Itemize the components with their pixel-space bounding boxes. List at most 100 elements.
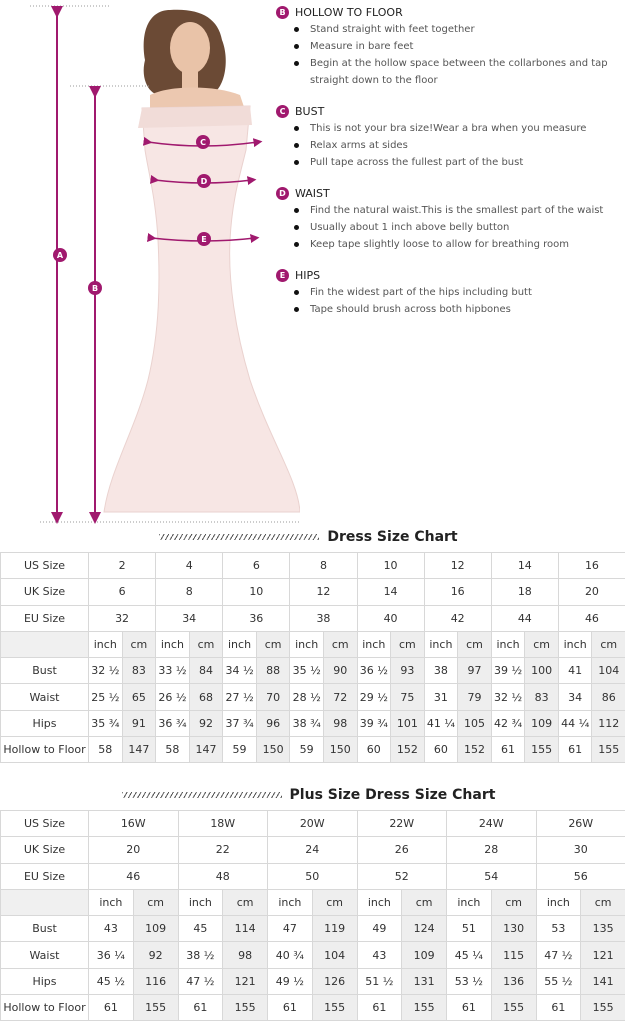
cm-value: 93 <box>390 657 425 685</box>
inch-value: 40 ¾ <box>267 941 313 969</box>
size-cell: 40 <box>356 604 425 632</box>
cm-value: 155 <box>580 994 625 1022</box>
size-cell: 24 <box>267 836 358 864</box>
section-title: BUST <box>295 105 325 118</box>
size-cell: 6 <box>87 578 157 606</box>
cm-value: 104 <box>311 941 358 969</box>
inch-value: 61 <box>177 994 224 1022</box>
size-cell: 18W <box>177 809 268 838</box>
cm-value: 84 <box>188 657 224 685</box>
marker-e: E <box>201 235 206 244</box>
size-cell: 38 <box>289 604 358 632</box>
inch-value: 38 ¾ <box>289 709 324 738</box>
size-cell: 28 <box>446 836 537 864</box>
inch-value: 44 ¼ <box>557 709 593 738</box>
row-label: US Size <box>0 809 89 838</box>
cm-value: 155 <box>222 994 268 1022</box>
measure-row: Hips 45 ½ 116 47 ½ 121 49 ½ 126 51 ½ 131 53 ½ 136 5… <box>0 967 625 996</box>
size-cell: 30 <box>535 836 625 864</box>
cm-value: 91 <box>121 709 157 738</box>
cm-value: 150 <box>322 736 358 764</box>
cm-value: 65 <box>121 683 157 711</box>
unit-inch: inch <box>535 888 582 917</box>
instruction-item: Measure in bare feet <box>276 38 625 55</box>
cm-value: 155 <box>490 994 537 1022</box>
cm-value: 152 <box>390 736 425 764</box>
instruction-section: E HIPS Fin the widest part of the hips inc… <box>276 267 625 318</box>
unit-inch: inch <box>88 888 134 917</box>
cm-value: 147 <box>188 736 224 764</box>
inch-value: 36 ¾ <box>155 709 190 738</box>
row-label: UK Size <box>0 836 89 864</box>
size-cell: 26W <box>535 809 625 838</box>
inch-value: 49 ½ <box>267 967 313 996</box>
inch-value: 47 ½ <box>535 941 582 969</box>
size-cell: 18 <box>490 578 559 606</box>
inch-value: 35 ¾ <box>88 709 123 738</box>
section-heading: C BUST <box>276 103 625 120</box>
size-cell: 20 <box>557 578 625 606</box>
inch-value: 41 ¼ <box>423 709 459 738</box>
blank-cell <box>0 630 89 659</box>
inch-value: 38 ½ <box>177 941 224 969</box>
inch-value: 45 ¼ <box>446 941 492 969</box>
size-cell: 42 <box>423 604 492 632</box>
inch-value: 39 ½ <box>490 657 526 685</box>
unit-cm: cm <box>311 888 358 917</box>
unit-cm: cm <box>390 630 425 659</box>
unit-row: inch cm inch cm inch cm inch cm inch cm inch cm inch… <box>0 630 625 659</box>
unit-inch: inch <box>222 630 257 659</box>
measure-row: Bust 32 ½ 83 33 ½ 84 34 ½ 88 35 ½ 90 36 ½ 93 38 97 39… <box>0 657 625 685</box>
size-cell: 32 <box>87 604 157 632</box>
row-label: Hollow to Floor <box>0 736 89 764</box>
cm-value: 97 <box>457 657 492 685</box>
size-cell: 8 <box>289 551 358 580</box>
unit-cm: cm <box>524 630 559 659</box>
measure-row: Waist 25 ½ 65 26 ½ 68 27 ½ 70 28 ½ 72 29 ½ 75 31 79 3… <box>0 683 625 711</box>
section-badge: B <box>276 6 289 19</box>
size-cell: 14 <box>356 578 425 606</box>
cm-value: 141 <box>580 967 625 996</box>
unit-cm: cm <box>401 888 447 917</box>
cm-value: 90 <box>322 657 358 685</box>
cm-value: 155 <box>311 994 358 1022</box>
size-row: US Size 16W 18W 20W 22W 24W 26W <box>0 809 625 838</box>
cm-value: 150 <box>255 736 291 764</box>
unit-inch: inch <box>177 888 224 917</box>
cm-value: 105 <box>457 709 492 738</box>
unit-cm: cm <box>132 888 179 917</box>
cm-value: 109 <box>132 915 179 943</box>
cm-value: 155 <box>132 994 179 1022</box>
inch-value: 60 <box>423 736 459 764</box>
size-cell: 16 <box>557 551 625 580</box>
instruction-list: This is not your bra size!Wear a bra whe… <box>276 120 625 171</box>
inch-value: 59 <box>222 736 257 764</box>
cm-value: 109 <box>524 709 559 738</box>
marker-a: A <box>57 251 64 260</box>
cm-value: 98 <box>322 709 358 738</box>
cm-value: 121 <box>580 941 625 969</box>
size-cell: 6 <box>222 551 291 580</box>
size-cell: 14 <box>490 551 559 580</box>
size-cell: 50 <box>267 862 358 890</box>
inch-value: 53 ½ <box>446 967 492 996</box>
instruction-item: Stand straight with feet together <box>276 21 625 38</box>
unit-cm: cm <box>188 630 224 659</box>
section-title: WAIST <box>295 187 330 200</box>
row-label: US Size <box>0 551 89 580</box>
inch-value: 34 <box>557 683 593 711</box>
size-cell: 48 <box>177 862 268 890</box>
dress-size-chart-title: Dress Size Chart <box>0 529 625 545</box>
cm-value: 104 <box>591 657 625 685</box>
unit-cm: cm <box>591 630 625 659</box>
marker-d: D <box>201 177 208 186</box>
cm-value: 116 <box>132 967 179 996</box>
size-cell: 12 <box>423 551 492 580</box>
unit-inch: inch <box>267 888 313 917</box>
section-badge: E <box>276 269 289 282</box>
size-cell: 24W <box>446 809 537 838</box>
row-label: UK Size <box>0 578 89 606</box>
cm-value: 92 <box>132 941 179 969</box>
size-cell: 52 <box>356 862 447 890</box>
